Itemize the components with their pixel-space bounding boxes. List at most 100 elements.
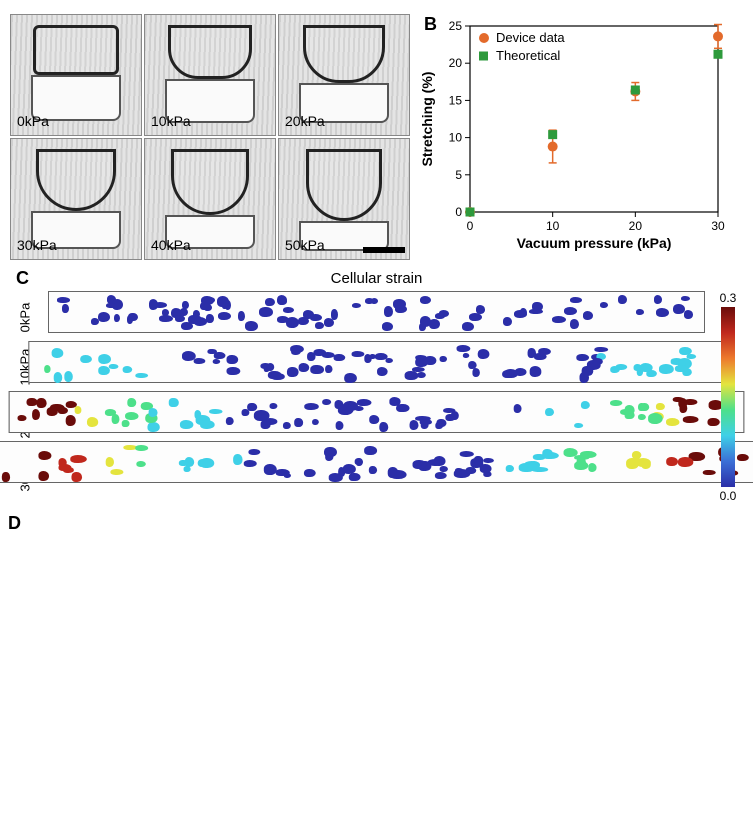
cell-dot <box>463 353 469 358</box>
cell-dot <box>338 404 353 415</box>
cell-dot <box>435 472 447 479</box>
cell-dot <box>58 458 66 467</box>
cell-dot <box>503 317 512 326</box>
cell-dot <box>70 455 86 463</box>
cell-dot <box>312 419 319 425</box>
cell-dot <box>542 452 558 459</box>
cell-dot <box>592 358 603 365</box>
cell-dot <box>38 451 51 460</box>
cell-dot <box>386 358 393 363</box>
cell-dot <box>505 465 513 472</box>
colorbar-min: 0.0 <box>720 489 737 503</box>
scale-bar <box>363 247 405 253</box>
cell-dot <box>641 460 651 469</box>
cell-dot <box>417 372 425 378</box>
cell-dot <box>137 461 146 467</box>
cell-dot <box>241 409 249 417</box>
cell-dot <box>51 348 63 358</box>
cell-dot <box>290 345 304 353</box>
cell-dot <box>328 473 343 482</box>
strain-strip-30kPa <box>0 441 753 483</box>
cell-dot <box>227 367 241 375</box>
figure-root: A 0kPa10kPa20kPa30kPa40kPa50kPa B 010203… <box>10 10 743 517</box>
micrograph-20kPa: 20kPa <box>278 14 410 136</box>
svg-text:Vacuum pressure (kPa): Vacuum pressure (kPa) <box>517 235 672 251</box>
cell-dot <box>112 414 120 424</box>
cell-dot <box>334 354 346 362</box>
cell-dot <box>529 366 542 376</box>
cell-dot <box>183 466 191 472</box>
cell-dot <box>577 354 589 361</box>
cell-dot <box>149 299 159 309</box>
cell-dot <box>264 464 276 475</box>
cell-dot <box>304 403 319 410</box>
cell-dot <box>278 298 287 305</box>
cell-dot <box>413 460 427 469</box>
panel-a: A 0kPa10kPa20kPa30kPa40kPa50kPa <box>10 10 410 260</box>
cell-dot <box>122 420 130 428</box>
row-label: 0kPa <box>18 303 33 333</box>
pressure-label: 10kPa <box>151 113 191 129</box>
cell-dot <box>656 308 669 317</box>
cell-dot <box>311 365 325 375</box>
svg-text:5: 5 <box>455 168 462 182</box>
cell-dot <box>109 364 118 369</box>
cell-dot <box>462 322 474 331</box>
colorbar-gradient <box>721 307 735 487</box>
cell-dot <box>419 419 432 425</box>
panel-c-colorbar: 0.3 0.0 <box>713 291 743 503</box>
svg-text:Stretching (%): Stretching (%) <box>419 72 435 167</box>
cell-dot <box>81 355 93 363</box>
cell-dot <box>264 418 278 425</box>
cell-dot <box>377 367 387 375</box>
cell-dot <box>369 466 377 474</box>
cell-dot <box>570 319 579 328</box>
cell-dot <box>110 469 124 475</box>
cell-dot <box>284 473 291 478</box>
panel-a-grid: 0kPa10kPa20kPa30kPa40kPa50kPa <box>10 14 410 260</box>
cell-dot <box>75 406 82 414</box>
cell-dot <box>99 354 111 363</box>
cell-dot <box>226 417 234 425</box>
cell-dot <box>46 407 58 416</box>
svg-text:10: 10 <box>449 131 463 145</box>
cell-dot <box>169 398 178 408</box>
cell-dot <box>201 420 216 428</box>
svg-text:20: 20 <box>629 219 643 233</box>
cell-dot <box>287 367 298 378</box>
pressure-label: 20kPa <box>285 113 325 129</box>
cell-dot <box>574 461 588 469</box>
svg-text:Device data: Device data <box>496 30 565 45</box>
cell-dot <box>304 469 316 477</box>
scatter-plot: 01020300510152025Vacuum pressure (kPa)St… <box>418 14 728 254</box>
cell-dot <box>480 464 491 473</box>
cell-dot <box>618 295 627 304</box>
cell-dot <box>265 298 275 306</box>
cell-dot <box>476 305 486 313</box>
svg-text:25: 25 <box>449 19 463 33</box>
cell-dot <box>175 315 186 322</box>
svg-text:0: 0 <box>467 219 474 233</box>
cell-dot <box>552 316 566 323</box>
cell-dot <box>355 458 363 465</box>
top-chamber <box>36 149 116 211</box>
cell-dot <box>324 447 337 458</box>
cell-dot <box>527 348 535 359</box>
cell-dot <box>213 352 225 359</box>
cell-dot <box>679 457 694 467</box>
cell-dot <box>122 366 132 373</box>
cell-dot <box>659 364 674 374</box>
cell-dot <box>310 314 323 321</box>
cell-dot <box>200 458 214 468</box>
cell-dot <box>384 306 393 317</box>
cell-dot <box>234 454 243 465</box>
cell-dot <box>600 302 608 308</box>
cell-dot <box>179 460 188 467</box>
top-chamber <box>168 25 252 79</box>
cell-dot <box>382 322 394 331</box>
cell-dot <box>218 312 231 320</box>
cell-dot <box>217 296 229 307</box>
cell-dot <box>268 371 281 379</box>
cell-dot <box>563 448 577 457</box>
cell-dot <box>238 311 244 321</box>
